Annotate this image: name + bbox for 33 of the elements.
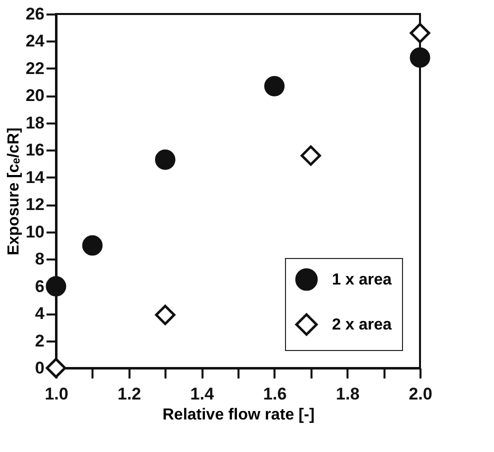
y-tick-label: 14	[26, 168, 46, 187]
point	[410, 22, 430, 44]
y-tick-label: 8	[35, 250, 44, 269]
point	[264, 76, 285, 96]
x-tick-label: 1.4	[190, 384, 214, 404]
point	[300, 145, 321, 166]
y-tick-label: 24	[26, 32, 46, 51]
x-tick-label: 2.0	[408, 384, 432, 404]
y-tick-label: 20	[26, 86, 44, 106]
y-tick-label: 6	[35, 276, 44, 296]
x-tick-label: 1.6	[263, 384, 287, 404]
y-tick-label: 16	[26, 140, 44, 160]
y-tick-label: 22	[26, 58, 44, 78]
y-tick-label: 2	[35, 331, 44, 350]
legend-label: 1 x area	[332, 272, 392, 288]
y-tick-label: 26	[26, 4, 44, 24]
y-tick-label: 0	[35, 358, 44, 378]
x-tick-label: 1.2	[117, 384, 142, 404]
point	[46, 276, 66, 296]
y-axis-title: Exposure [cₑ/cR]	[6, 128, 23, 256]
y-tick-label: 18	[26, 113, 44, 132]
y-tick-label: 12	[26, 195, 44, 214]
legend-label: 2 x area	[332, 316, 392, 334]
point	[410, 47, 430, 68]
point	[155, 304, 176, 326]
x-tick-label: 1.8	[336, 384, 360, 404]
point	[155, 150, 176, 170]
y-tick-label: 10	[26, 222, 44, 242]
point	[82, 235, 103, 256]
x-axis-title: Relative flow rate [-]	[162, 406, 315, 424]
y-tick-label: 4	[35, 304, 46, 324]
point	[46, 358, 66, 378]
x-tick-label: 1.0	[44, 384, 68, 404]
